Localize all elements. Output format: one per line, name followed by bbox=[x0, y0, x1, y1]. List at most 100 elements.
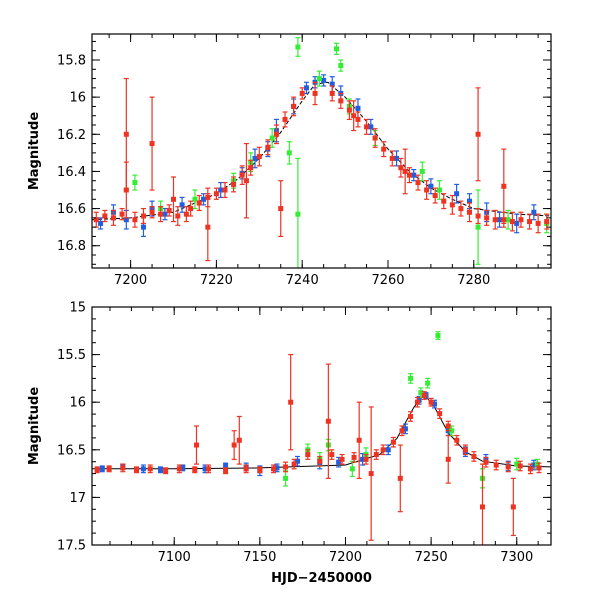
data-point-red bbox=[132, 211, 138, 228]
marker bbox=[394, 155, 400, 161]
marker bbox=[397, 475, 403, 481]
marker bbox=[231, 181, 237, 187]
x-tick-label: 7200 bbox=[114, 273, 147, 288]
data-point-red bbox=[149, 96, 155, 191]
marker bbox=[534, 461, 540, 467]
marker bbox=[497, 217, 503, 223]
marker bbox=[123, 217, 129, 223]
data-point-red bbox=[256, 146, 262, 167]
data-point-red bbox=[265, 139, 271, 156]
data-point-red bbox=[283, 461, 289, 473]
marker bbox=[180, 465, 186, 471]
marker bbox=[418, 390, 424, 396]
marker bbox=[334, 46, 340, 52]
data-point-red bbox=[408, 411, 414, 422]
data-point-red bbox=[291, 458, 297, 470]
marker bbox=[99, 466, 105, 472]
marker bbox=[338, 98, 344, 104]
marker bbox=[454, 191, 460, 197]
marker bbox=[339, 456, 345, 462]
data-point-red bbox=[175, 206, 181, 226]
data-point-red bbox=[479, 463, 485, 545]
data-point-blue bbox=[201, 193, 207, 206]
y-tick-label: 16.5 bbox=[57, 443, 86, 458]
marker bbox=[373, 452, 379, 458]
y-axis-label: Magnitude bbox=[27, 112, 42, 191]
marker bbox=[243, 178, 249, 184]
data-point-red bbox=[278, 180, 284, 238]
marker bbox=[196, 200, 202, 206]
marker bbox=[149, 209, 155, 215]
data-point-blue bbox=[497, 211, 503, 228]
data-point-red bbox=[432, 187, 438, 204]
data-point-red bbox=[414, 396, 420, 408]
data-point-red bbox=[329, 449, 335, 460]
data-point-red bbox=[364, 118, 370, 135]
data-point-red bbox=[397, 444, 403, 513]
marker bbox=[449, 428, 455, 434]
data-point-green bbox=[435, 331, 441, 340]
marker bbox=[273, 131, 279, 137]
x-tick-label: 7250 bbox=[415, 550, 448, 565]
data-point-red bbox=[140, 207, 146, 225]
data-point-red bbox=[231, 176, 237, 193]
data-point-blue bbox=[368, 118, 374, 135]
marker bbox=[390, 439, 396, 445]
data-point-red bbox=[147, 464, 153, 474]
x-tick-label: 7260 bbox=[371, 273, 404, 288]
marker bbox=[265, 144, 271, 150]
data-point-red bbox=[510, 477, 516, 537]
marker bbox=[531, 462, 537, 468]
data-point-green bbox=[505, 209, 511, 230]
model-curve bbox=[92, 81, 551, 221]
data-point-red bbox=[158, 206, 164, 223]
marker bbox=[364, 124, 370, 130]
marker bbox=[269, 135, 275, 141]
marker bbox=[140, 466, 146, 472]
y-tick-label: 16.8 bbox=[57, 239, 86, 254]
data-point-red bbox=[271, 464, 277, 474]
data-point-red bbox=[257, 466, 263, 474]
y-tick-label: 16 bbox=[69, 396, 86, 411]
marker bbox=[338, 63, 344, 69]
data-point-red bbox=[273, 124, 279, 145]
data-point-blue bbox=[179, 196, 185, 213]
data-point-blue bbox=[162, 207, 168, 221]
data-point-red bbox=[149, 206, 155, 219]
marker bbox=[483, 459, 489, 465]
data-point-blue bbox=[303, 81, 309, 95]
marker bbox=[355, 116, 361, 122]
marker bbox=[441, 198, 447, 204]
y-tick-label: 16.4 bbox=[57, 165, 86, 180]
data-point-red bbox=[134, 466, 140, 474]
marker bbox=[282, 116, 288, 122]
data-point-red bbox=[458, 200, 464, 217]
data-point-red bbox=[325, 363, 331, 479]
marker bbox=[360, 456, 366, 462]
marker bbox=[414, 399, 420, 405]
marker bbox=[445, 456, 451, 462]
data-point-red bbox=[312, 81, 318, 106]
data-point-red bbox=[102, 209, 108, 223]
marker bbox=[162, 211, 168, 217]
series-green bbox=[132, 37, 550, 268]
marker bbox=[475, 213, 481, 219]
marker bbox=[351, 454, 357, 460]
data-point-red bbox=[445, 420, 451, 432]
data-point-green bbox=[349, 460, 355, 478]
data-point-red bbox=[368, 406, 374, 541]
marker bbox=[236, 437, 242, 443]
data-point-red bbox=[527, 463, 533, 475]
marker bbox=[368, 124, 374, 130]
marker bbox=[402, 168, 408, 174]
data-point-red bbox=[363, 453, 369, 465]
marker bbox=[295, 44, 301, 50]
marker bbox=[274, 465, 280, 471]
bottom-panel: 7100 7150 7200 7250 7300 15 15.5 16 16.5 17 17.5 Ma… bbox=[27, 301, 552, 586]
marker bbox=[363, 456, 369, 462]
data-point-red bbox=[484, 209, 490, 226]
data-point-red bbox=[299, 87, 305, 100]
data-point-blue bbox=[514, 213, 520, 234]
data-point-blue bbox=[402, 423, 408, 435]
